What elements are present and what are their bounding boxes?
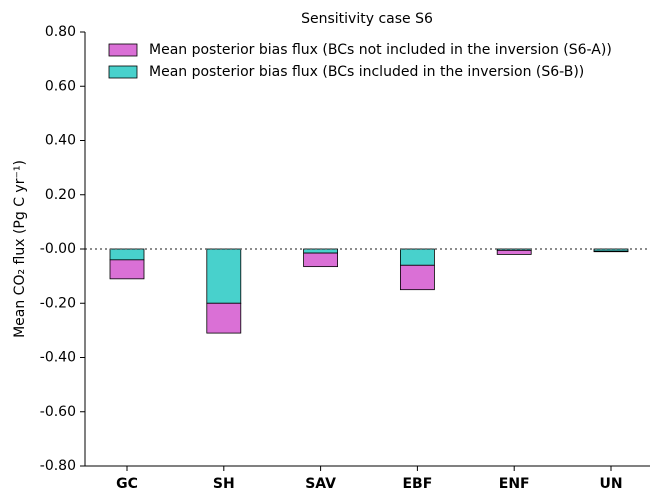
bar-segment [206,302,242,334]
bar-segment [593,250,629,253]
bar-segment [303,252,339,268]
legend-label: Mean posterior bias flux (BCs included i… [149,64,584,80]
y-tick-label: 0.60 [45,78,76,94]
y-tick-label: -0.60 [40,404,76,420]
y-axis-label: Mean CO₂ flux (Pg C yr⁻¹) [12,160,28,338]
y-tick-label: 0.40 [45,133,76,149]
x-tick-label: UN [599,476,622,491]
legend-swatch [108,65,138,79]
x-tick-label: EBF [402,476,432,491]
legend-swatch [108,43,138,57]
bar-segment [206,248,242,304]
y-tick-label: -0.00 [40,241,76,257]
y-tick-label: -0.40 [40,350,76,366]
y-tick-label: 0.20 [45,187,76,203]
bar-segment [496,249,532,255]
x-tick-label: SH [213,476,235,491]
bar-segment [399,264,435,291]
x-tick-label: ENF [499,476,530,491]
bar-segment [109,259,145,280]
y-tick-label: -0.20 [40,295,76,311]
x-tick-label: SAV [305,476,336,491]
chart-title: Sensitivity case S6 [301,11,433,27]
bar-segment [109,248,145,261]
legend-label: Mean posterior bias flux (BCs not includ… [149,42,612,58]
x-tick-label: GC [116,476,138,491]
y-tick-label: 0.80 [45,24,76,40]
bar-segment [399,248,435,266]
y-tick-label: -0.80 [40,458,76,474]
